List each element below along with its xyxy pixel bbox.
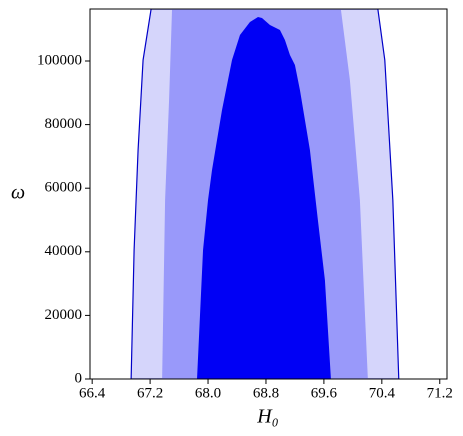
x-tick-label: 69.6 bbox=[311, 385, 338, 401]
x-tick-label: 67.2 bbox=[137, 385, 163, 401]
y-tick-label: 40000 bbox=[45, 243, 83, 259]
y-tick-label: 60000 bbox=[45, 180, 83, 196]
plot-area bbox=[130, 9, 400, 379]
y-tick-label: 100000 bbox=[37, 52, 82, 68]
x-tick-label: 70.4 bbox=[369, 385, 396, 401]
x-tick-label: 68.0 bbox=[195, 385, 221, 401]
y-tick-label: 20000 bbox=[45, 307, 83, 323]
x-tick-label: 68.8 bbox=[253, 385, 279, 401]
y-tick-label: 80000 bbox=[45, 116, 83, 132]
contour-region bbox=[197, 16, 331, 379]
plot-frame bbox=[89, 8, 448, 380]
y-tick-label: 0 bbox=[75, 370, 83, 386]
x-axis-label: H₀ bbox=[256, 406, 278, 428]
x-tick-label: 71.2 bbox=[427, 385, 453, 401]
y-axis-label: ω bbox=[11, 182, 25, 204]
x-tick-label: 66.4 bbox=[79, 385, 106, 401]
